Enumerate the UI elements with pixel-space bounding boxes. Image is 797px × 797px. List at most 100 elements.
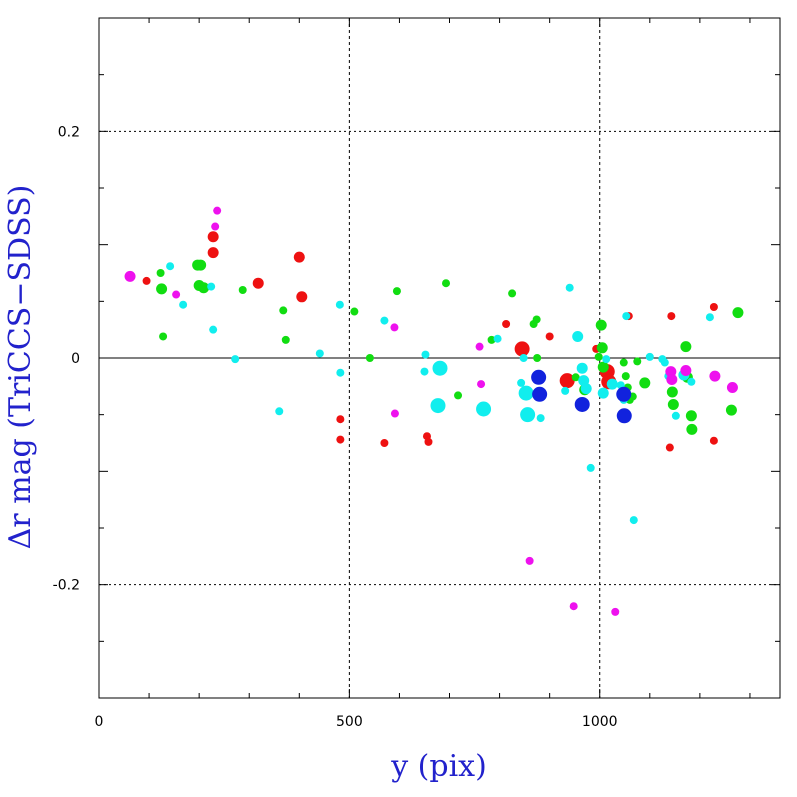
data-point-green <box>639 377 651 389</box>
data-point-green <box>508 289 517 298</box>
y-axis-title: Δr mag (TriCCS−SDSS) <box>3 185 38 550</box>
data-point-green <box>680 341 692 353</box>
data-point-magenta <box>172 290 181 299</box>
data-point-red <box>545 332 554 341</box>
data-point-blue <box>574 396 590 412</box>
data-point-green <box>725 404 737 416</box>
data-point-red <box>380 439 389 447</box>
data-point-cyan <box>572 330 584 342</box>
data-point-cyan <box>580 383 592 395</box>
y-tick-label: 0.2 <box>58 124 80 140</box>
data-point-magenta <box>611 607 620 616</box>
data-point-red <box>207 231 219 243</box>
data-point-cyan <box>179 300 188 309</box>
data-point-green <box>281 335 290 344</box>
data-point-magenta <box>477 380 486 389</box>
data-point-red <box>424 437 433 446</box>
data-point-red <box>514 341 530 357</box>
data-point-cyan <box>536 414 545 423</box>
data-point-cyan <box>430 398 446 414</box>
data-point-cyan <box>275 407 284 416</box>
data-point-cyan <box>565 283 574 292</box>
data-point-green <box>392 287 401 296</box>
data-point-green <box>195 259 207 271</box>
data-point-red <box>296 291 308 303</box>
data-point-green <box>487 335 496 344</box>
data-point-cyan <box>476 401 492 417</box>
y-tick-label: 0 <box>71 351 80 367</box>
data-point-green <box>159 332 168 341</box>
data-point-green <box>571 373 580 382</box>
data-point-green <box>454 391 463 400</box>
x-tick-label: 1000 <box>582 714 618 730</box>
data-point-red <box>336 435 345 444</box>
data-point-cyan <box>335 300 344 309</box>
data-point-red <box>709 303 718 311</box>
data-point-cyan <box>207 282 216 291</box>
data-point-cyan <box>561 386 570 395</box>
data-point-magenta <box>666 374 678 386</box>
data-point-green <box>279 306 288 315</box>
y-tick-label: -0.2 <box>53 578 80 594</box>
data-point-green <box>619 358 628 367</box>
data-point-green <box>238 286 247 294</box>
data-point-red <box>142 276 151 285</box>
data-point-green <box>686 423 698 435</box>
data-point-red <box>665 443 674 452</box>
data-point-magenta <box>390 409 399 418</box>
data-point-green <box>350 307 359 316</box>
data-point-green <box>596 342 608 354</box>
data-point-cyan <box>517 378 526 387</box>
data-point-green <box>666 386 678 398</box>
data-point-red <box>502 320 511 328</box>
data-point-cyan <box>231 355 240 364</box>
data-point-magenta <box>525 556 534 565</box>
data-point-green <box>595 319 607 331</box>
data-point-cyan <box>576 362 588 374</box>
data-point-red <box>709 436 718 445</box>
data-point-cyan <box>420 367 429 376</box>
data-point-cyan <box>493 334 502 343</box>
data-point-green <box>198 282 210 294</box>
data-point-blue <box>532 386 548 402</box>
data-point-cyan <box>421 350 430 359</box>
data-point-magenta <box>124 270 136 282</box>
tick-labels: 0 500 1000 -0.2 0 0.2 <box>53 124 618 730</box>
data-point-green <box>597 361 609 373</box>
data-point-green <box>156 269 165 277</box>
data-point-green <box>685 410 697 422</box>
data-point-red <box>559 373 575 389</box>
data-point-magenta <box>475 342 484 351</box>
data-point-green <box>442 279 451 288</box>
axis-ticks <box>98 17 780 699</box>
data-point-red <box>252 277 264 289</box>
data-point-cyan <box>586 463 595 472</box>
data-point-green <box>156 283 168 295</box>
data-point-magenta <box>390 323 399 332</box>
data-point-cyan <box>166 262 175 271</box>
data-point-cyan <box>687 377 696 386</box>
data-point-red <box>207 247 219 259</box>
data-point-red <box>336 415 345 424</box>
data-point-blue <box>531 369 547 385</box>
data-point-green <box>594 352 603 361</box>
data-point-cyan <box>519 354 528 362</box>
data-point-cyan <box>597 387 609 399</box>
data-point-green <box>621 372 630 381</box>
data-point-green <box>667 398 679 410</box>
data-point-cyan <box>518 385 534 401</box>
data-point-magenta <box>211 222 220 231</box>
data-point-cyan <box>629 516 638 525</box>
data-point-cyan <box>432 360 448 376</box>
data-point-green <box>633 357 642 366</box>
data-point-cyan <box>520 407 536 423</box>
x-axis-title: y (pix) <box>390 749 487 784</box>
data-point-magenta <box>213 206 222 215</box>
data-point-cyan <box>315 349 324 358</box>
data-point-magenta <box>680 364 692 376</box>
data-point-green <box>365 354 374 362</box>
data-point-cyan <box>622 312 631 321</box>
data-point-cyan <box>645 352 654 361</box>
data-point-magenta <box>709 370 721 382</box>
